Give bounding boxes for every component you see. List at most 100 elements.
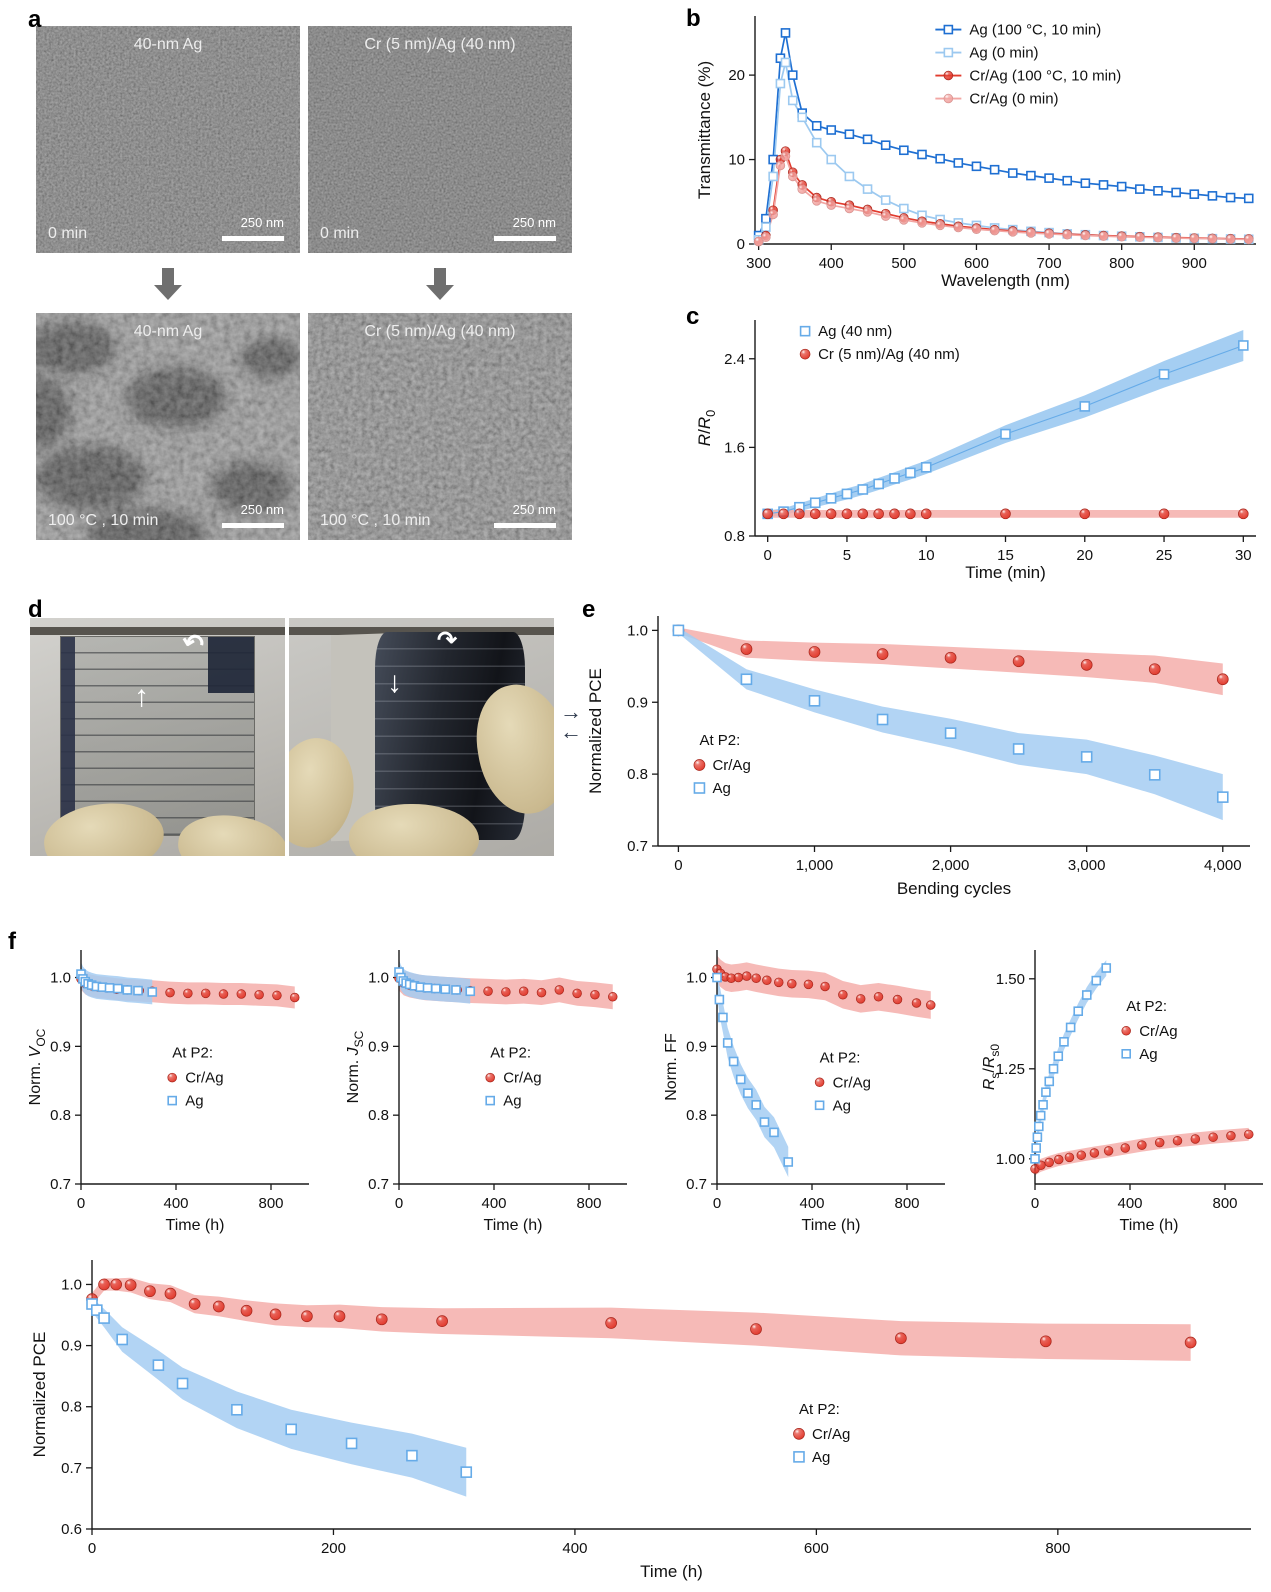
svg-text:4,000: 4,000: [1204, 857, 1242, 874]
svg-text:Norm. VOC: Norm. VOC: [27, 1028, 48, 1105]
svg-text:800: 800: [1212, 1195, 1237, 1212]
panel-f-voc: 0 400 800 0.7 0.8 0.9 1.0 Time (h) Norm. VOC At P…: [25, 942, 317, 1245]
scale-bar: [222, 236, 284, 241]
data-points: [762, 340, 1249, 520]
svg-text:0.8: 0.8: [724, 528, 745, 545]
axes: 0 5 10 15 20 25 30 0.8 1.6 2.4 Time (min) R/R0: [695, 320, 1256, 582]
legend: At P2: Cr/Ag Ag: [793, 1401, 850, 1466]
svg-text:Cr/Ag: Cr/Ag: [833, 1074, 871, 1091]
sem-micrograph: [36, 313, 300, 540]
scale-bar: [222, 523, 284, 528]
axes: 0 200 400 600 800 0.6 0.7 0.8 0.9 1.0 Time (h) Norm…: [30, 1260, 1251, 1581]
svg-text:0.9: 0.9: [61, 1338, 82, 1355]
svg-text:10: 10: [728, 152, 745, 169]
svg-text:1.0: 1.0: [61, 1276, 82, 1293]
sem-time-label: 100 °C , 10 min: [320, 512, 431, 529]
svg-text:1.6: 1.6: [724, 439, 745, 456]
svg-text:Cr/Ag: Cr/Ag: [1139, 1023, 1177, 1040]
svg-text:0.9: 0.9: [686, 1038, 707, 1055]
svg-text:0.7: 0.7: [686, 1176, 707, 1193]
svg-text:At P2:: At P2:: [172, 1045, 213, 1062]
data-points: [712, 964, 936, 1167]
down-arrow-icon: [154, 266, 182, 302]
svg-text:800: 800: [1045, 1540, 1070, 1557]
sem-micrograph: [36, 26, 300, 253]
resistance-ratio-vs-time-chart: 0 5 10 15 20 25 30 0.8 1.6 2.4 Time (min) R/R0 Ag (4…: [695, 320, 1256, 582]
svg-text:Cr/Ag: Cr/Ag: [503, 1070, 541, 1087]
legend: At P2: Cr/Ag Ag: [485, 1045, 542, 1110]
svg-text:0.7: 0.7: [368, 1176, 389, 1193]
svg-text:1.0: 1.0: [50, 970, 71, 987]
svg-text:At P2:: At P2:: [1126, 998, 1167, 1015]
scale-bar: [494, 523, 556, 528]
panel-f-rs: 0 400 800 1.00 1.25 1.50 Time (h) Rs/Rs0 At P2: C…: [979, 942, 1271, 1245]
svg-text:30: 30: [1235, 547, 1252, 564]
scale-bar-label: 250 nm: [240, 502, 284, 517]
data-points: [76, 969, 300, 1003]
down-arrow-icon: [426, 266, 454, 302]
panel-label-e: e: [582, 596, 596, 623]
svg-text:400: 400: [799, 1195, 824, 1212]
normalized-pce-vs-time-chart: 0 200 400 600 800 0.6 0.7 0.8 0.9 1.0 Time (h) Norm…: [30, 1260, 1251, 1581]
legend: At P2: Cr/Ag Ag: [814, 1049, 871, 1114]
confidence-bands: [92, 1277, 1191, 1497]
normalized-jsc-chart: 0 400 800 0.7 0.8 0.9 1.0 Time (h) Norm. JSC At P…: [345, 950, 627, 1234]
svg-text:Ag: Ag: [833, 1097, 851, 1114]
sem-image-crag-annealed: Cr (5 nm)/Ag (40 nm) 100 °C , 10 min 250…: [308, 313, 572, 540]
swap-arrows: → ←: [554, 701, 588, 743]
support-rod: [30, 627, 285, 635]
svg-text:Ag: Ag: [185, 1093, 203, 1110]
photo-module-bent: ↷ ↓: [289, 618, 554, 856]
svg-text:Transmittance (%): Transmittance (%): [695, 61, 714, 199]
svg-text:Time (h): Time (h): [1120, 1217, 1179, 1234]
svg-text:0.8: 0.8: [627, 766, 648, 783]
svg-text:Cr (5 nm)/Ag (40 nm): Cr (5 nm)/Ag (40 nm): [818, 346, 960, 363]
flexible-module-flat: [60, 636, 255, 836]
sem-time-label: 0 min: [320, 225, 360, 242]
data-points: [1030, 963, 1254, 1174]
legend: Ag (40 nm) Cr (5 nm)/Ag (40 nm): [799, 323, 960, 363]
svg-text:At P2:: At P2:: [490, 1045, 531, 1062]
curved-arrow-icon: ↷: [437, 627, 458, 654]
svg-text:0: 0: [395, 1195, 403, 1212]
svg-text:400: 400: [819, 255, 844, 272]
svg-text:Normalized PCE: Normalized PCE: [30, 1332, 49, 1458]
svg-text:400: 400: [163, 1195, 188, 1212]
panel-d-photos: ↶ ↑ ↷ ↓ → ←: [30, 618, 590, 858]
data-points: [394, 967, 618, 1002]
panel-f-jsc: 0 400 800 0.7 0.8 0.9 1.0 Time (h) Norm. JSC At P…: [343, 942, 635, 1245]
scale-bar-label: 250 nm: [512, 215, 556, 230]
svg-text:Time (min): Time (min): [965, 563, 1046, 582]
svg-text:2,000: 2,000: [932, 857, 970, 874]
sem-title: 40-nm Ag: [133, 36, 203, 53]
svg-text:Ag: Ag: [503, 1093, 521, 1110]
svg-text:Ag: Ag: [712, 780, 730, 797]
series-resistance-chart: 0 400 800 1.00 1.25 1.50 Time (h) Rs/Rs0 At P2: C…: [981, 950, 1263, 1234]
sem-time-label: 0 min: [48, 225, 88, 242]
svg-text:0.7: 0.7: [61, 1460, 82, 1477]
axes: 0 400 800 1.00 1.25 1.50 Time (h) Rs/Rs0: [981, 950, 1263, 1234]
panel-b: 300 400 500 600 700 800 900 0 10 20 Wavelength (nm…: [695, 8, 1270, 301]
svg-text:Norm. FF: Norm. FF: [663, 1033, 680, 1101]
svg-text:0.8: 0.8: [368, 1107, 389, 1124]
sem-title: 40-nm Ag: [133, 323, 203, 340]
module-edge-busbar: [61, 637, 75, 835]
svg-text:600: 600: [964, 255, 989, 272]
svg-text:25: 25: [1156, 547, 1173, 564]
svg-text:Bending cycles: Bending cycles: [897, 879, 1011, 898]
module-corner-busbar: [208, 637, 254, 693]
svg-text:Time (h): Time (h): [640, 1562, 703, 1581]
panel-e: 0 1,000 2,000 3,000 4,000 0.7 0.8 0.9 1.0 Bending…: [586, 604, 1266, 909]
photo-module-flat: ↶ ↑: [30, 618, 285, 856]
panel-c: 0 5 10 15 20 25 30 0.8 1.6 2.4 Time (min) R/R0 Ag (4…: [695, 306, 1270, 593]
svg-text:900: 900: [1182, 255, 1207, 272]
svg-text:0.8: 0.8: [686, 1107, 707, 1124]
svg-text:800: 800: [576, 1195, 601, 1212]
svg-text:Ag: Ag: [812, 1449, 830, 1466]
svg-text:Time (h): Time (h): [484, 1217, 543, 1234]
svg-text:800: 800: [1109, 255, 1134, 272]
svg-text:Cr/Ag (100 °C, 10 min): Cr/Ag (100 °C, 10 min): [969, 68, 1121, 85]
svg-text:Ag (40 nm): Ag (40 nm): [818, 323, 892, 340]
svg-text:10: 10: [918, 547, 935, 564]
